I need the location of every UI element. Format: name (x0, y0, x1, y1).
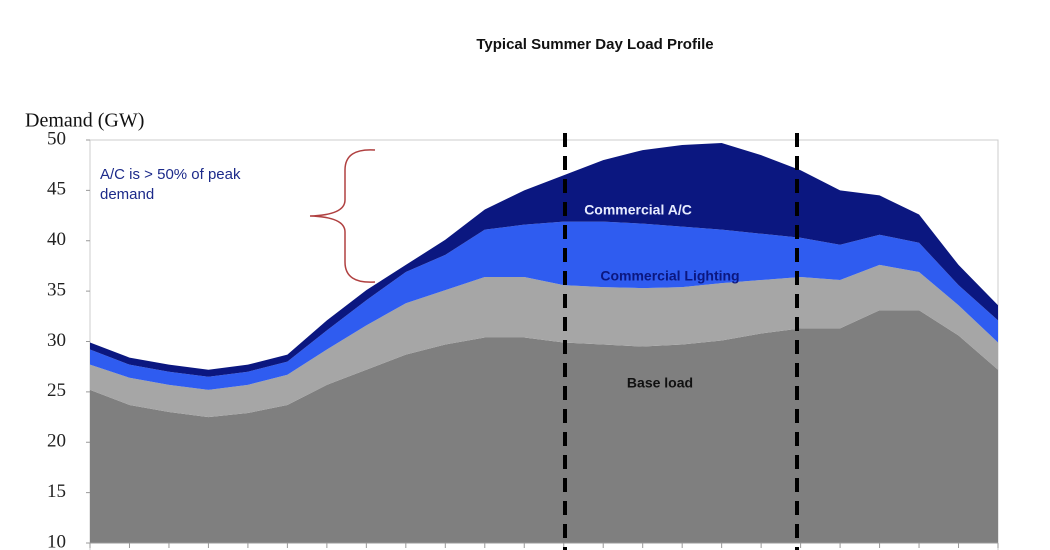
y-tick-label: 50 (47, 128, 66, 149)
brace (309, 149, 376, 283)
area (90, 143, 998, 377)
series-label: Commercial A/C (584, 202, 692, 218)
y-tick-label: 35 (47, 279, 66, 300)
y-axis-label: Demand (GW) (25, 110, 144, 132)
series-label: Base load (627, 375, 693, 391)
area (90, 310, 998, 543)
chart-title: Typical Summer Day Load Profile (476, 36, 713, 53)
y-tick-label: 20 (47, 431, 66, 452)
area (90, 221, 998, 390)
annotation: A/C is > 50% of peak (100, 166, 241, 183)
y-tick-label: 10 (47, 531, 66, 550)
areas (90, 143, 998, 543)
y-tick-label: 30 (47, 330, 66, 351)
y-tick-label: 45 (47, 179, 66, 200)
y-tick-label: 40 (47, 229, 66, 250)
series-label: Commercial Lighting (600, 268, 739, 284)
annotation: demand (100, 186, 154, 203)
y-tick-label: 25 (47, 380, 66, 401)
area (90, 264, 998, 418)
overlay: A/C is > 50% of peak demand Commercial A… (100, 133, 799, 550)
y-tick-label: 15 (47, 481, 66, 502)
